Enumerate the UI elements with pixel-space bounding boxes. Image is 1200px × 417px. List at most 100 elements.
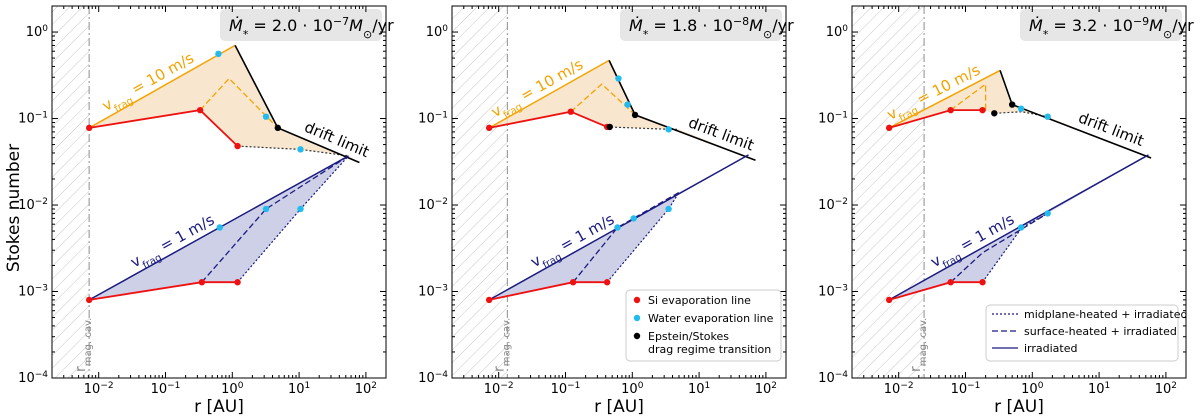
- vfrag1-surface-line: [201, 155, 349, 283]
- cav-r: r: [908, 366, 924, 372]
- tick-exp: −4: [835, 370, 849, 380]
- tick-exp: −4: [35, 370, 49, 380]
- x-axis-title: r [AU]: [594, 397, 644, 417]
- x-tick-label: 102: [1155, 381, 1177, 397]
- cav-sub: mag. cav.: [501, 318, 512, 367]
- mdot-exponent: −8: [733, 15, 749, 28]
- mdot-sun: ⊙: [1163, 28, 1172, 41]
- tick-base: 10: [818, 285, 835, 300]
- water-point: [1017, 224, 1025, 231]
- y-tick-label: 100: [826, 24, 849, 40]
- mdot-exponent: −9: [1133, 15, 1149, 28]
- legend-label: irradiated: [1024, 342, 1078, 355]
- water-point: [1044, 113, 1051, 120]
- cav-r: r: [491, 366, 507, 372]
- tick-base: 10: [151, 382, 168, 397]
- tick-base: 10: [18, 198, 35, 213]
- drift-limit-label: drift limit: [1076, 109, 1147, 150]
- si-point: [603, 279, 611, 286]
- legend-lines: midplane-heated + irradiated surface-heat…: [985, 304, 1188, 362]
- cavity-hatch: [852, 6, 925, 378]
- water-point: [262, 205, 270, 213]
- water-point: [630, 215, 637, 222]
- tick-base: 10: [688, 382, 705, 397]
- mdot-m: Ṁ: [229, 16, 243, 35]
- vfrag1-surface-line: [950, 212, 1049, 283]
- vfrag1-midplane-line: [606, 192, 680, 283]
- si-point: [979, 279, 986, 286]
- water-point: [665, 126, 672, 133]
- x-tick-label: 101: [688, 381, 710, 397]
- y-axis-title: Stokes number: [4, 144, 24, 272]
- transition-point: [606, 123, 613, 131]
- tick-base: 10: [951, 382, 968, 397]
- x-tick-label: 100: [1021, 381, 1044, 397]
- vfrag10-midplane-line: [237, 145, 349, 157]
- mdot-tail: /yr: [1172, 16, 1194, 35]
- tick-base: 10: [26, 25, 43, 40]
- tick-base: 10: [551, 382, 568, 397]
- water-point: [665, 205, 672, 213]
- tick-exp: 2: [771, 381, 777, 391]
- mdot-unit: M: [349, 16, 363, 35]
- tick-exp: −1: [967, 381, 980, 391]
- tick-exp: −1: [167, 381, 180, 391]
- cav-sub: mag. cav.: [83, 318, 94, 367]
- legend-box: [625, 289, 782, 362]
- x-tick-label: 102: [355, 381, 377, 397]
- tick-exp: 0: [42, 24, 48, 34]
- ticks: [51, 5, 387, 379]
- si-point: [196, 106, 204, 114]
- mdot-label: Ṁ* = 2.0 · 10−7M⊙/yr: [229, 15, 394, 41]
- si-point: [198, 279, 206, 286]
- mdot-sun: ⊙: [763, 28, 772, 41]
- cavity-hatch: [452, 6, 508, 378]
- x-axis-title: r [AU]: [994, 397, 1044, 417]
- tick-base: 10: [1088, 382, 1105, 397]
- vfrag10-surface-line: [950, 82, 987, 111]
- tick-exp: −3: [835, 284, 848, 294]
- tick-exp: −2: [835, 197, 848, 207]
- mdot-box: [620, 9, 782, 41]
- x-tick-label: 10−1: [551, 381, 581, 397]
- y-tick-label: 10−4: [418, 370, 448, 386]
- mdot-box: [220, 9, 382, 41]
- y-tick-label: 100: [426, 24, 449, 40]
- mdot-star: *: [643, 28, 649, 41]
- si-point: [947, 279, 954, 286]
- water-point: [614, 224, 621, 231]
- mdot-m: Ṁ: [629, 16, 643, 35]
- si-point: [979, 106, 986, 114]
- tick-exp: −1: [35, 111, 48, 121]
- vfrag10-irradiated-line: [488, 59, 610, 129]
- drift-limit-label: drift limit: [302, 118, 372, 161]
- water-point: [216, 224, 223, 231]
- water-point: [262, 113, 270, 120]
- panel-frame: [451, 5, 787, 379]
- water-point: [1044, 210, 1051, 217]
- tick-base: 10: [755, 382, 772, 397]
- tick-base: 10: [355, 382, 372, 397]
- x-tick-label: 102: [755, 381, 777, 397]
- tick-exp: −3: [435, 284, 448, 294]
- vfrag10-region: [489, 60, 756, 161]
- tick-base: 10: [818, 112, 835, 127]
- tick-exp: −3: [35, 284, 48, 294]
- si-point: [234, 279, 241, 286]
- transition-point: [274, 124, 281, 132]
- tick-exp: −4: [435, 370, 449, 380]
- mdot-unit: M: [1149, 16, 1163, 35]
- tick-base: 10: [818, 371, 835, 386]
- si-point: [85, 124, 93, 132]
- x-tick-label: 100: [221, 381, 244, 397]
- tick-base: 10: [18, 285, 35, 300]
- tick-base: 10: [84, 382, 101, 397]
- tick-exp: −2: [435, 197, 448, 207]
- water-point: [615, 75, 622, 82]
- panel-frame: [51, 5, 387, 379]
- plot-area: [452, 6, 756, 378]
- y-tick-label: 100: [26, 24, 49, 40]
- tick-exp: 0: [638, 381, 644, 391]
- vfrag10-irradiated-line: [88, 44, 236, 129]
